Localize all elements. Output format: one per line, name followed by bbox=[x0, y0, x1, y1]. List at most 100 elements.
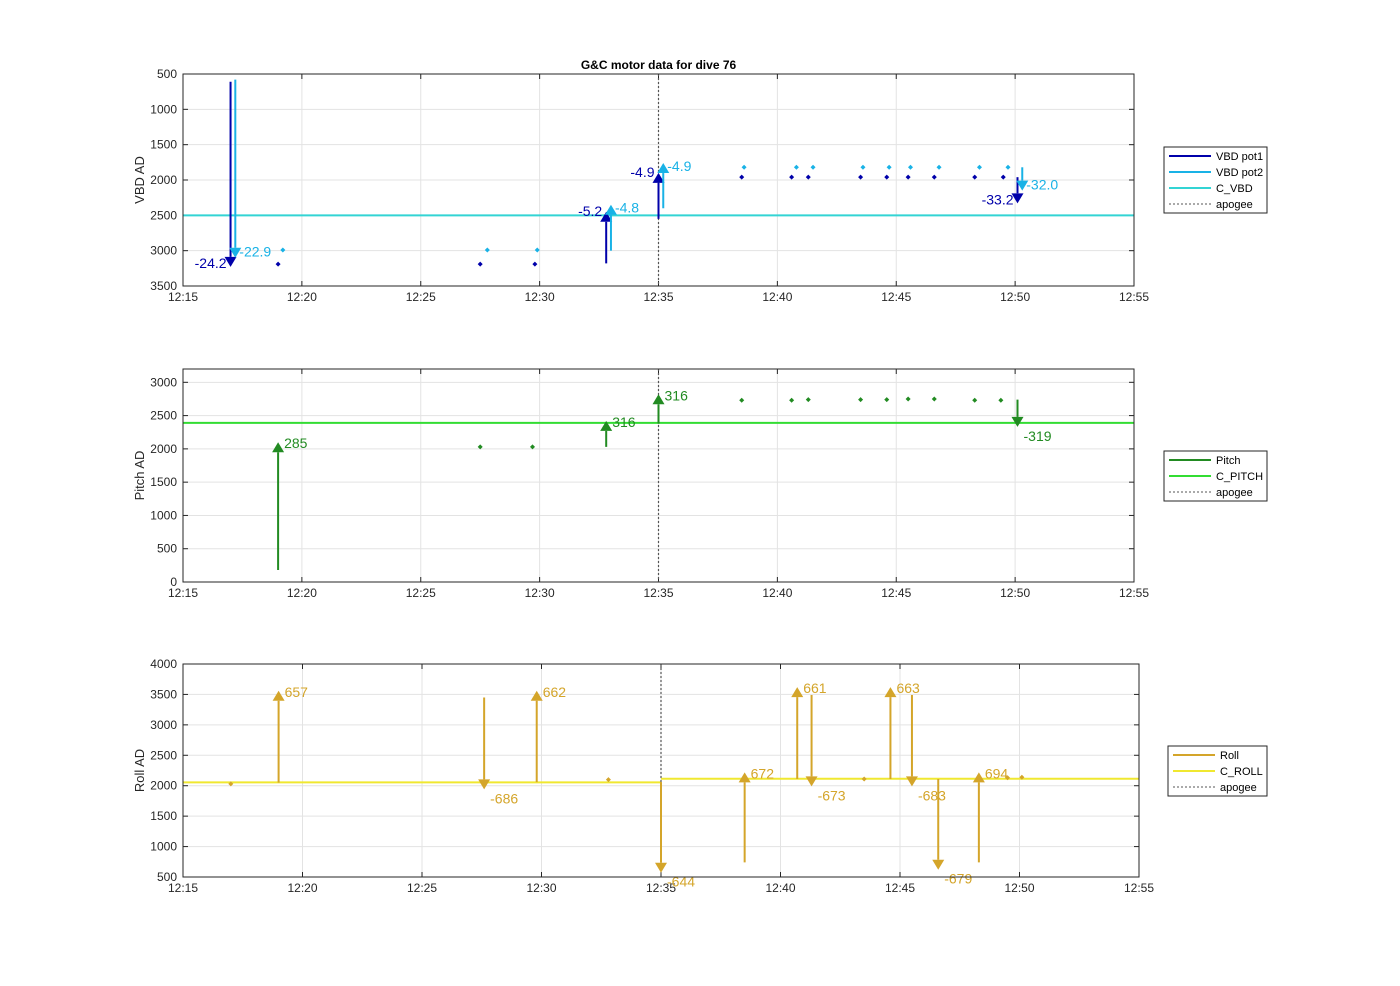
data-point bbox=[931, 174, 937, 180]
move-arrow-head bbox=[791, 687, 804, 698]
data-point bbox=[484, 247, 490, 253]
move-label: 316 bbox=[665, 387, 689, 403]
move-arrow-head bbox=[1016, 180, 1029, 191]
x-tick-label: 12:30 bbox=[526, 881, 556, 895]
move-label: -683 bbox=[918, 787, 946, 803]
move-arrow-head bbox=[1011, 416, 1024, 427]
y-axis-label: Roll AD bbox=[132, 749, 147, 792]
move-label: -32.0 bbox=[1026, 177, 1058, 193]
y-tick-label: 3000 bbox=[150, 375, 177, 389]
move-arrow-head bbox=[272, 690, 285, 701]
y-tick-label: 1500 bbox=[150, 809, 177, 823]
data-point bbox=[858, 397, 864, 403]
legend-entry: Roll bbox=[1220, 750, 1239, 762]
move-arrow-head bbox=[655, 862, 667, 873]
y-tick-label: 2000 bbox=[150, 442, 177, 456]
data-point bbox=[739, 174, 745, 180]
y-tick-label: 1000 bbox=[150, 102, 177, 116]
data-point bbox=[228, 781, 234, 787]
data-point bbox=[884, 397, 890, 403]
y-tick-label: 1000 bbox=[150, 840, 177, 854]
data-point bbox=[789, 174, 795, 180]
x-tick-label: 12:20 bbox=[287, 586, 317, 600]
data-point bbox=[280, 247, 286, 253]
x-tick-label: 12:15 bbox=[168, 290, 198, 304]
x-tick-label: 12:35 bbox=[643, 290, 673, 304]
move-arrow-head bbox=[604, 204, 617, 215]
data-point bbox=[884, 174, 890, 180]
move-label: 663 bbox=[896, 680, 920, 696]
x-tick-label: 12:30 bbox=[525, 586, 555, 600]
y-tick-label: 0 bbox=[170, 575, 177, 589]
move-label: 657 bbox=[285, 684, 309, 700]
subplot-1: 12:15 12:20 12:25 12:30 12:35 12:40 12:45 12:50… bbox=[132, 58, 1268, 304]
move-arrow-head bbox=[652, 394, 665, 405]
legend-entry: VBD pot2 bbox=[1216, 167, 1263, 179]
y-axis-label: Pitch AD bbox=[132, 451, 147, 501]
move-label: -33.2 bbox=[982, 191, 1014, 207]
x-tick-label: 12:35 bbox=[643, 586, 673, 600]
y-tick-label: 2500 bbox=[150, 748, 177, 762]
data-point bbox=[805, 174, 811, 180]
legend-entry: C_VBD bbox=[1216, 183, 1253, 195]
move-arrow-head bbox=[905, 776, 918, 787]
data-point bbox=[972, 397, 978, 403]
data-point bbox=[905, 396, 911, 402]
x-tick-label: 12:45 bbox=[885, 881, 915, 895]
move-label: 661 bbox=[803, 680, 827, 696]
data-point bbox=[789, 397, 795, 403]
x-tick-label: 12:35 bbox=[646, 881, 676, 895]
legend-entry: Pitch bbox=[1216, 455, 1240, 467]
move-label: -644 bbox=[667, 874, 695, 890]
data-point bbox=[1005, 164, 1011, 170]
move-label: -679 bbox=[944, 871, 972, 887]
y-tick-label: 3000 bbox=[150, 244, 177, 258]
y-tick-label: 1500 bbox=[150, 138, 177, 152]
axes-box bbox=[182, 663, 1140, 878]
move-label: -4.9 bbox=[630, 164, 654, 180]
data-point bbox=[972, 174, 978, 180]
y-tick-label: 3500 bbox=[150, 279, 177, 293]
move-arrow-head bbox=[224, 256, 237, 267]
move-arrow-head bbox=[884, 687, 897, 698]
move-label: -22.9 bbox=[239, 244, 271, 260]
move-arrow-head bbox=[478, 779, 491, 790]
y-tick-label: 3500 bbox=[150, 687, 177, 701]
data-point bbox=[886, 164, 892, 170]
data-point bbox=[529, 444, 535, 450]
x-tick-label: 12:55 bbox=[1119, 290, 1149, 304]
y-tick-label: 500 bbox=[157, 870, 177, 884]
data-point bbox=[532, 261, 538, 267]
subplot-3: 12:15 12:20 12:25 12:30 12:35 12:40 12:45 12:50… bbox=[132, 657, 1268, 895]
data-point bbox=[860, 164, 866, 170]
x-tick-label: 12:40 bbox=[765, 881, 795, 895]
y-tick-label: 3000 bbox=[150, 718, 177, 732]
move-label: 694 bbox=[985, 765, 1009, 781]
x-tick-label: 12:15 bbox=[168, 881, 198, 895]
data-point bbox=[861, 776, 867, 782]
x-tick-label: 12:40 bbox=[762, 290, 792, 304]
x-tick-label: 12:20 bbox=[287, 290, 317, 304]
y-tick-label: 2500 bbox=[150, 409, 177, 423]
data-point bbox=[810, 164, 816, 170]
legend-entry: VBD pot1 bbox=[1216, 151, 1263, 163]
data-point bbox=[936, 164, 942, 170]
subplot-2: 12:15 12:20 12:25 12:30 12:35 12:40 12:45 12:50… bbox=[132, 368, 1268, 600]
data-point bbox=[477, 444, 483, 450]
move-label: -673 bbox=[818, 787, 846, 803]
move-arrow-head bbox=[932, 859, 945, 870]
data-point bbox=[905, 174, 911, 180]
y-tick-label: 2000 bbox=[150, 173, 177, 187]
data-point bbox=[931, 396, 937, 402]
data-point bbox=[976, 164, 982, 170]
move-label: -5.2 bbox=[578, 203, 602, 219]
move-label: 316 bbox=[612, 414, 636, 430]
data-point bbox=[998, 397, 1004, 403]
y-tick-label: 1500 bbox=[150, 475, 177, 489]
data-point bbox=[534, 247, 540, 253]
move-arrow-head bbox=[805, 776, 818, 787]
x-tick-label: 12:40 bbox=[762, 586, 792, 600]
move-arrow-head bbox=[272, 442, 285, 453]
